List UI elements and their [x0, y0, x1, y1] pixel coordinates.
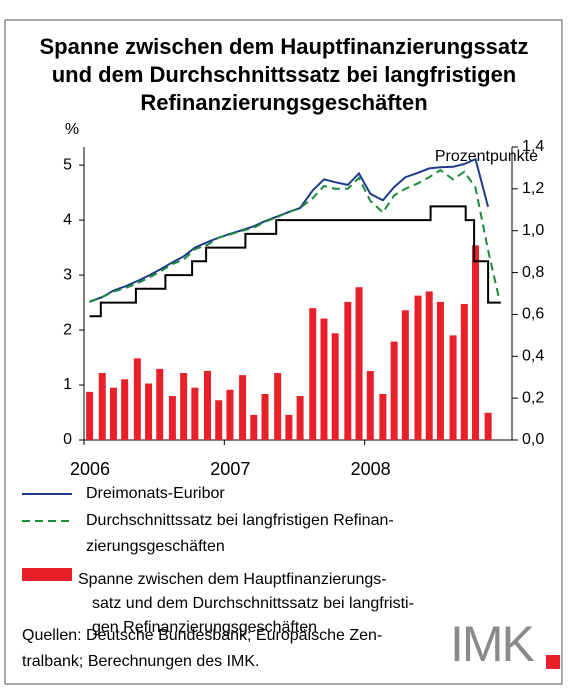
bar — [449, 335, 457, 440]
bar — [390, 341, 398, 440]
y2-tick-label: 1,0 — [522, 222, 544, 239]
bar — [401, 310, 409, 440]
bar — [344, 301, 352, 440]
frame — [4, 19, 563, 685]
bar — [285, 414, 293, 440]
bar — [320, 318, 328, 440]
y-tick-label: 3 — [63, 266, 72, 283]
bar — [366, 370, 374, 440]
y2-tick-label: 0,0 — [522, 431, 544, 448]
step-line — [89, 205, 501, 318]
line-series — [89, 157, 490, 303]
x-tick-label: 2008 — [351, 459, 391, 479]
bar — [203, 370, 211, 440]
bar — [425, 291, 433, 440]
y2-tick-label: 0,4 — [522, 348, 544, 365]
chart-title: Spanne zwischen dem Hauptfinanzierungssa… — [40, 34, 529, 115]
y-tick-label: 0 — [63, 431, 72, 448]
bar — [460, 303, 468, 440]
bar — [121, 379, 129, 440]
legend-label: Dreimonats-Euribor — [86, 485, 225, 502]
legend-swatch — [22, 568, 72, 581]
bar — [133, 358, 141, 440]
logo-square — [546, 655, 560, 669]
bar — [261, 393, 269, 440]
bar — [472, 245, 480, 440]
bar — [250, 414, 258, 440]
x-tick-label: 2007 — [210, 459, 250, 479]
bar — [156, 368, 164, 440]
bar — [180, 373, 188, 440]
line-series — [89, 168, 501, 303]
y-tick-label: 2 — [63, 321, 72, 338]
y-tick-label: 4 — [63, 211, 72, 228]
bar — [98, 373, 106, 440]
y-tick-label: 1 — [63, 376, 72, 393]
bar — [484, 412, 492, 440]
bar — [145, 383, 153, 440]
source-note: Quellen: Deutsche Bundesbank; Europäisch… — [22, 627, 382, 670]
y-axis-label: % — [65, 121, 79, 138]
legend-label: Spanne zwischen dem Hauptfinanzierungs-s… — [78, 571, 414, 636]
bar — [309, 308, 317, 440]
bar — [191, 387, 199, 440]
bar — [109, 387, 117, 440]
y2-tick-label: 1,2 — [522, 180, 544, 197]
bar — [331, 333, 339, 440]
bar — [379, 393, 387, 440]
bar — [239, 375, 247, 440]
x-tick-label: 2006 — [70, 459, 110, 479]
y2-tick-label: 0,6 — [522, 306, 544, 323]
bar — [168, 396, 176, 440]
y2-tick-label: 0,8 — [522, 264, 544, 281]
bar — [436, 301, 444, 440]
y-tick-label: 5 — [63, 156, 72, 173]
y2-tick-label: 1,4 — [522, 138, 544, 155]
bar — [226, 389, 234, 440]
bar — [414, 295, 422, 440]
bar — [355, 287, 363, 440]
logo: IMK — [450, 616, 535, 672]
bar — [215, 400, 223, 440]
legend-label: Durchschnittssatz bei langfristigen Refi… — [86, 512, 394, 555]
bar — [274, 373, 282, 440]
bar — [86, 391, 94, 440]
y2-tick-label: 0,2 — [522, 389, 544, 406]
bar — [296, 396, 304, 440]
